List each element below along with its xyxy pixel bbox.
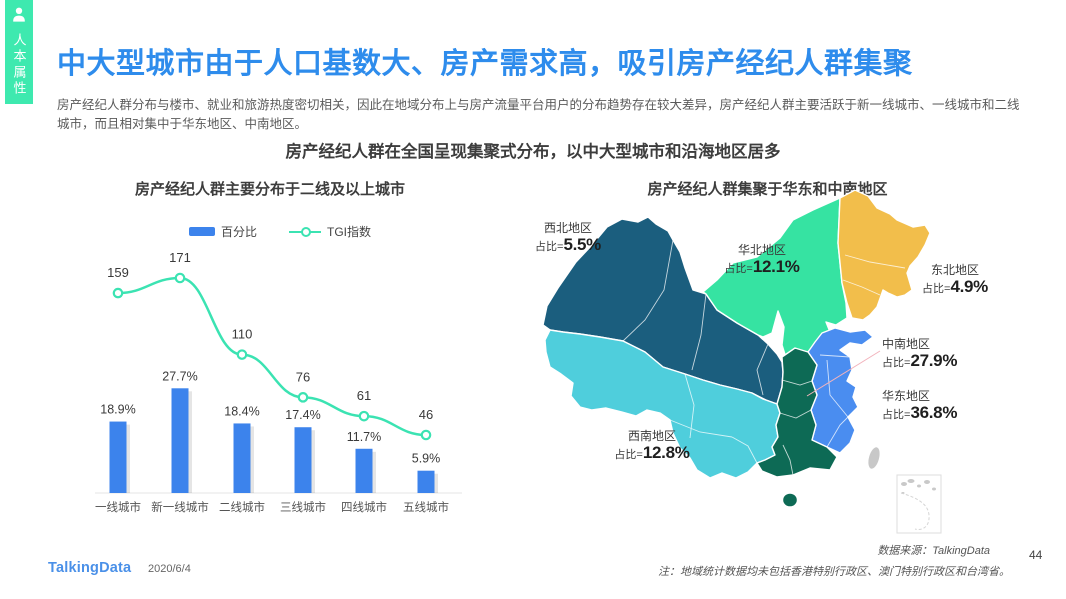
line-value-1: 171 (169, 250, 191, 265)
map-label-northeast: 东北地区 占比=4.9% (922, 263, 988, 298)
map-label-northwest: 西北地区 占比=5.5% (535, 221, 601, 256)
bar-value-3: 17.4% (285, 408, 320, 422)
bar-1 (171, 388, 189, 493)
page-number: 44 (1029, 548, 1043, 562)
map-region-northeast (837, 190, 931, 321)
map-chart-title: 房产经纪人群集聚于华东和中南地区 (647, 181, 888, 198)
line-value-2: 110 (232, 327, 253, 342)
share-prefix: 占比= (724, 263, 753, 276)
x-tick-5: 五线城市 (403, 500, 449, 514)
sidebar-tab: 人本属性 (5, 0, 33, 104)
china-map (542, 190, 942, 534)
bar-value-0: 18.9% (100, 403, 135, 417)
x-tick-4: 四线城市 (341, 500, 387, 514)
legend-item-0: 百分比 (188, 223, 257, 240)
footnote: 注：地域统计数据均未包括香港特别行政区、澳门特别行政区和台湾省。 (658, 566, 1010, 578)
region-share: 占比=36.8% (882, 403, 957, 423)
legend-label: 百分比 (220, 225, 257, 239)
share-prefix: 占比= (882, 357, 911, 370)
share-value: 27.9% (910, 351, 958, 371)
region-name: 西南地区 (627, 429, 677, 443)
map-region-east (807, 327, 874, 454)
share-value: 5.5% (563, 235, 601, 255)
map-region-taiwan (868, 447, 880, 469)
bar-3 (294, 427, 312, 493)
talkingdata-logo: TalkingData (48, 560, 132, 576)
region-share: 占比=12.1% (724, 257, 799, 277)
x-tick-0: 一线城市 (95, 500, 141, 514)
sidebar-label: 人本属性 (11, 33, 27, 97)
bar-2 (233, 423, 251, 493)
line-value-0: 159 (107, 265, 129, 280)
map-label-north: 华北地区 占比=12.1% (724, 243, 799, 278)
bar-0 (109, 421, 127, 493)
region-name: 东北地区 (930, 263, 979, 277)
map-region-hainan (781, 492, 799, 508)
x-tick-2: 二线城市 (219, 500, 265, 514)
bar-value-4: 11.7% (347, 430, 382, 444)
region-share: 占比=27.9% (882, 351, 957, 371)
line-value-5: 46 (419, 407, 433, 422)
province-borders (622, 239, 906, 476)
share-value: 12.8% (642, 443, 690, 463)
map-region-southwest (544, 329, 781, 479)
line-marker-5 (420, 429, 432, 441)
data-source: 数据来源：TalkingData (877, 545, 990, 557)
south-china-sea-inset (896, 474, 942, 534)
line-marker-1 (174, 272, 186, 284)
map-label-east: 华东地区 占比=36.8% (882, 389, 957, 424)
chart-legend: 百分比 TGI指数 (85, 223, 475, 240)
line-value-3: 76 (296, 369, 310, 384)
legend-item-1: TGI指数 (289, 223, 371, 240)
line-value-4: 61 (357, 388, 371, 403)
share-value: 36.8% (910, 403, 958, 423)
region-name: 华北地区 (737, 243, 787, 257)
line-marker-2 (236, 349, 248, 360)
share-prefix: 占比= (922, 283, 951, 296)
region-share: 占比=4.9% (922, 277, 988, 297)
x-tick-3: 三线城市 (280, 500, 326, 514)
intro-paragraph: 房产经纪人群分布与楼市、就业和旅游热度密切相关，因此在地域分布上与房产流量平台用… (57, 98, 1020, 131)
region-name: 华东地区 (882, 389, 931, 403)
share-prefix: 占比= (535, 241, 564, 254)
bar-line-chart: 一线城市 新一线城市 二线城市 三线城市 四线城市 五线城市 18.9% 27.7% 18.4%… (95, 250, 462, 514)
share-value: 12.1% (752, 257, 800, 277)
region-name: 西北地区 (543, 221, 592, 235)
bar-5 (417, 470, 435, 493)
region-share: 占比=12.8% (614, 443, 689, 463)
report-date: 2020/6/4 (148, 563, 191, 575)
person-icon (10, 6, 28, 29)
region-name: 中南地区 (882, 337, 931, 351)
bar-value-1: 27.7% (162, 369, 197, 383)
bar-value-5: 5.9% (412, 452, 441, 466)
line-marker-0 (112, 287, 124, 299)
bar-swatch-icon (188, 227, 215, 236)
map-label-central_south: 中南地区 占比=27.9% (882, 337, 957, 372)
share-value: 4.9% (950, 277, 988, 297)
share-prefix: 占比= (614, 449, 643, 462)
region-share: 占比=5.5% (535, 235, 601, 255)
legend-label: TGI指数 (327, 225, 371, 239)
tgi-line (117, 276, 427, 437)
bar-chart-title: 房产经纪人群主要分布于二线及以上城市 (134, 181, 405, 198)
line-swatch-icon (289, 226, 321, 237)
leader-line-central-south (806, 350, 881, 397)
line-marker-3 (297, 392, 309, 403)
bar-4 (355, 448, 373, 493)
bar-value-2: 18.4% (224, 404, 259, 418)
map-label-southwest: 西南地区 占比=12.8% (614, 429, 689, 464)
section-subtitle: 房产经纪人群在全国呈现集聚式分布，以中大型城市和沿海地区居多 (285, 143, 781, 161)
x-tick-1: 新一线城市 (151, 500, 209, 514)
share-prefix: 占比= (882, 409, 911, 422)
line-marker-4 (358, 410, 370, 422)
page-title: 中大型城市由于人口基数大、房产需求高，吸引房产经纪人群集聚 (57, 48, 913, 80)
